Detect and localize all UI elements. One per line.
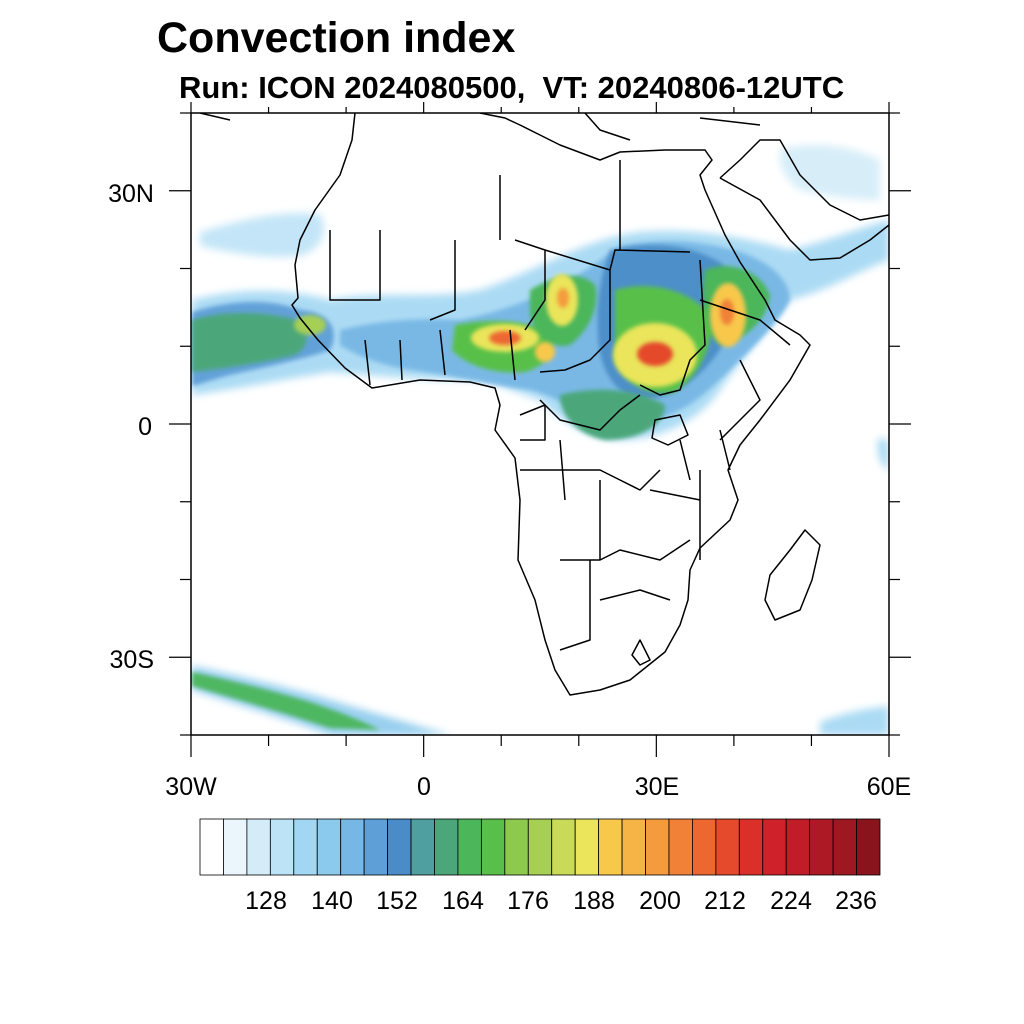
coastlines <box>199 113 889 696</box>
field-envelope-east-edge <box>877 438 889 470</box>
field-green-congo <box>560 389 665 440</box>
field-envelope-north <box>200 213 324 257</box>
colorbar-swatch <box>738 818 764 876</box>
colorbar-label-152: 152 <box>376 887 418 915</box>
field-envelope-arabia <box>779 144 880 200</box>
colorbar-swatch <box>434 818 459 876</box>
colorbar-swatch <box>692 818 717 876</box>
colorbar-label-128: 128 <box>245 887 287 915</box>
colorbar-label-176: 176 <box>507 887 549 915</box>
field-peak-nigeria <box>489 331 521 345</box>
colorbar-swatch <box>574 818 600 876</box>
colorbar-swatch <box>480 818 506 876</box>
convection-field <box>192 144 889 735</box>
field-core-atlantic <box>294 315 326 335</box>
lat-label-30s: 30S <box>109 646 154 674</box>
axis-ticks <box>169 102 911 757</box>
colorbar <box>199 818 881 876</box>
field-envelope-se <box>820 706 889 735</box>
colorbar-swatch <box>387 818 412 876</box>
colorbar-swatch <box>199 818 224 876</box>
colorbar-swatch <box>269 818 295 876</box>
field-peak-ethiopia <box>720 299 734 325</box>
madagascar <box>764 529 821 621</box>
field-envelope-sw <box>192 666 452 735</box>
colorbar-swatch <box>363 818 388 876</box>
colorbar-swatch <box>527 818 553 876</box>
colorbar-swatch <box>856 818 881 876</box>
colorbar-swatch <box>340 818 365 876</box>
lat-label-0: 0 <box>138 413 152 441</box>
colorbar-swatch <box>504 818 529 876</box>
colorbar-swatch <box>246 818 271 876</box>
colorbar-label-212: 212 <box>704 887 746 915</box>
chart-title: Convection index <box>157 14 516 62</box>
mediterranean-north <box>199 113 761 141</box>
lon-label-30w: 30W <box>165 773 217 801</box>
lon-label-60e: 60E <box>866 773 912 801</box>
field-peak-chad <box>557 288 569 308</box>
colorbar-label-224: 224 <box>770 887 812 915</box>
africa-coastline <box>291 113 811 696</box>
field-peak-sudan <box>637 342 673 366</box>
colorbar-swatch <box>645 818 670 876</box>
colorbar-label-164: 164 <box>442 887 484 915</box>
border-1 <box>329 160 791 666</box>
colorbar-swatch <box>598 818 623 876</box>
lon-label-0: 0 <box>417 773 431 801</box>
colorbar-swatch <box>293 818 318 876</box>
map-frame <box>190 112 890 736</box>
colorbar-swatch <box>668 818 693 876</box>
colorbar-swatch <box>809 818 834 876</box>
colorbar-swatch <box>715 818 740 876</box>
lake-victoria <box>651 414 689 446</box>
colorbar-swatch <box>223 818 248 876</box>
colorbar-swatch <box>457 818 482 876</box>
colorbar-swatch <box>832 818 857 876</box>
field-core-cameroon <box>535 342 555 362</box>
colorbar-swatch <box>316 818 342 876</box>
lon-label-30e: 30E <box>634 773 680 801</box>
field-mid-sw-band <box>192 672 380 730</box>
colorbar-label-200: 200 <box>639 887 681 915</box>
colorbar-swatch <box>410 818 435 876</box>
colorbar-swatch <box>621 818 646 876</box>
arabia-coastline <box>719 139 889 261</box>
colorbar-label-188: 188 <box>573 887 615 915</box>
colorbar-swatch <box>762 818 787 876</box>
border-2 <box>519 404 731 560</box>
colorbar-swatch <box>785 818 811 876</box>
lat-label-30n: 30N <box>108 180 154 208</box>
field-green-atlantic <box>192 313 307 372</box>
chart-subtitle: Run: ICON 2024080500, VT: 20240806-12UTC <box>179 70 845 105</box>
colorbar-swatch <box>551 818 576 876</box>
colorbar-label-140: 140 <box>311 887 353 915</box>
colorbar-label-236: 236 <box>835 887 877 915</box>
